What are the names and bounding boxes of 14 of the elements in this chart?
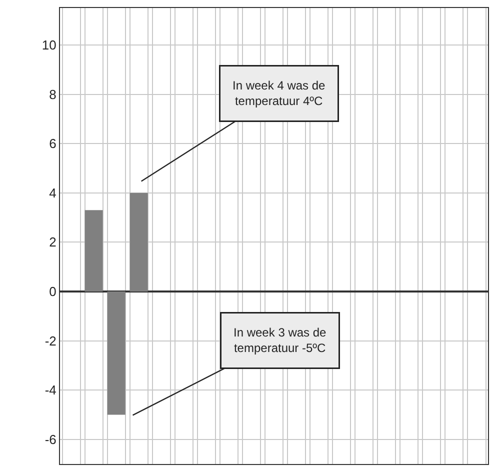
y-tick-label: 6 (49, 136, 56, 152)
y-tick-label: 2 (49, 234, 56, 250)
y-tick-label: -2 (44, 333, 56, 348)
bar (84, 210, 103, 292)
y-tick-label: 8 (49, 86, 56, 102)
bar (107, 291, 126, 415)
bar (130, 192, 148, 292)
y-tick-label: 4 (49, 185, 56, 200)
y-tick-label: -4 (44, 382, 56, 398)
annotation: In week 3 was de temperatuur -5ºC (234, 326, 327, 356)
y-tick-label: -6 (44, 432, 56, 447)
annotation: In week 4 was de temperatuur 4ºC (232, 78, 326, 108)
y-tick-label: 10 (42, 38, 56, 53)
y-tick-label: 0 (49, 284, 56, 300)
